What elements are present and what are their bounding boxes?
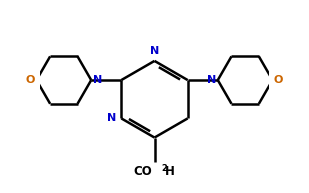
Text: N: N xyxy=(107,113,116,123)
Text: N: N xyxy=(93,75,102,85)
Text: O: O xyxy=(26,75,35,85)
Text: O: O xyxy=(274,75,283,85)
Text: 2: 2 xyxy=(161,164,167,173)
Text: CO: CO xyxy=(133,165,152,179)
Text: N: N xyxy=(150,46,159,56)
Text: N: N xyxy=(207,75,216,85)
Text: H: H xyxy=(165,165,175,179)
